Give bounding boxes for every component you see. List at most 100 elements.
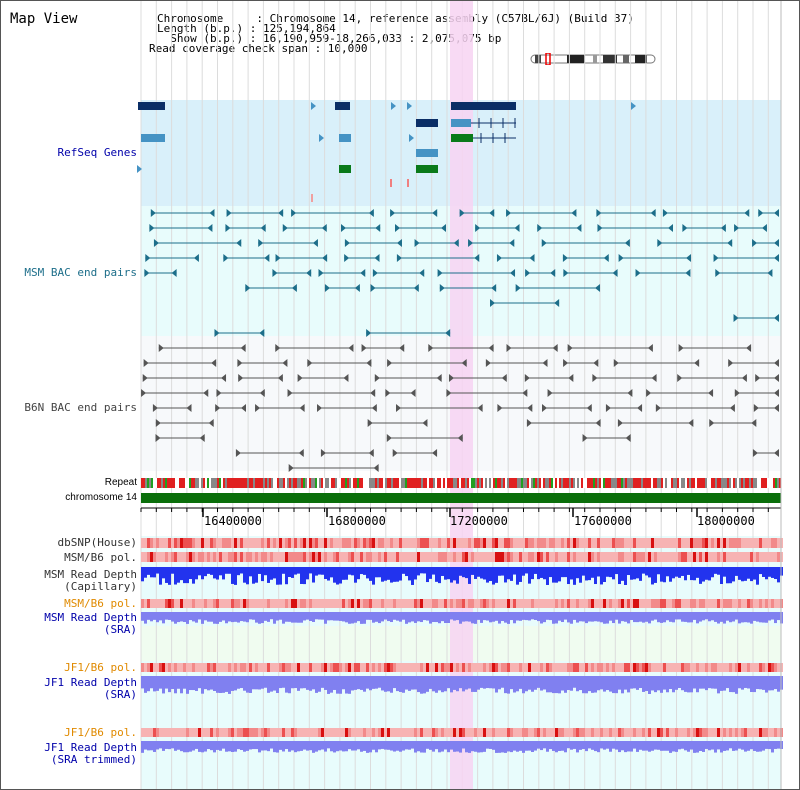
jf1-depth-sra-bar — [276, 676, 279, 694]
jf1-depth-trimmed-bar — [729, 741, 732, 749]
msm-b6-pol-sra-cell — [678, 599, 681, 608]
msm-depth-sra-bar — [366, 612, 369, 620]
jf1-depth-sra-bar — [711, 676, 714, 689]
jf1-b6-pol-cell — [342, 663, 345, 672]
jf1-depth-trimmed-bar — [375, 741, 378, 753]
msm-depth-sra-bar — [408, 612, 411, 623]
msm-b6-pol-cell — [321, 552, 324, 562]
repeat-segment — [745, 478, 747, 488]
b6n-bac-pair-end — [432, 449, 438, 457]
msm-read-depth-capillary-sub-label: (Capillary) — [64, 580, 137, 593]
b6n-bac-pair-end — [370, 389, 376, 397]
repeat-segment — [645, 478, 647, 488]
dbsnp-cell — [462, 538, 465, 548]
msm-b6-pol-cell — [276, 552, 279, 562]
repeat-segment — [233, 478, 235, 488]
repeat-segment — [301, 478, 303, 488]
msm-depth-sra-bar — [735, 612, 738, 620]
jf1-b6-pol-trimmed-cell — [534, 728, 537, 737]
jf1-depth-sra-bar — [282, 676, 285, 688]
msm-depth-capillary-bar — [330, 567, 333, 578]
b6n-bac-pair-end — [221, 374, 227, 382]
repeat-segment — [527, 478, 529, 488]
dbsnp-cell — [201, 538, 204, 548]
jf1-depth-sra-bar — [708, 676, 711, 689]
repeat-segment — [771, 478, 773, 488]
jf1-depth-trimmed-bar — [294, 741, 297, 753]
dbsnp-cell — [417, 538, 420, 548]
jf1-depth-sra-bar — [177, 676, 180, 689]
msm-b6-pol-cell — [162, 552, 165, 562]
jf1-b6-pol-cell — [171, 663, 174, 672]
repeat-segment — [601, 478, 603, 488]
repeat-segment — [163, 478, 165, 488]
repeat-segment — [499, 478, 501, 488]
jf1-b6-pol-cell — [492, 663, 495, 672]
msm-bac-pair-end — [321, 224, 327, 232]
jf1-b6-pol-trimmed-cell — [477, 728, 480, 737]
jf1-b6-pol-cell — [777, 663, 780, 672]
msm-b6-pol-cell — [648, 552, 651, 562]
jf1-b6-pol-cell — [510, 663, 513, 672]
jf1-depth-sra-bar — [162, 676, 165, 694]
jf1-depth-trimmed-bar — [534, 741, 537, 751]
msm-depth-sra-bar — [771, 612, 774, 620]
repeat-segment — [557, 478, 559, 488]
jf1-depth-trimmed-bar — [666, 741, 669, 751]
repeat-segment — [639, 478, 641, 488]
repeat-segment — [627, 478, 629, 488]
msm-depth-sra-bar — [414, 612, 417, 623]
jf1-b6-pol-trimmed-cell — [162, 728, 165, 737]
b6n-bac-pair-end — [348, 344, 354, 352]
jf1-b6-pol-trimmed-cell — [249, 728, 252, 737]
msm-b6-pol-cell — [261, 552, 264, 562]
msm-b6-pol-cell — [153, 552, 156, 562]
jf1-depth-sra-bar — [672, 676, 675, 693]
b6n-bac-pair-end — [461, 359, 467, 367]
jf1-b6-pol-cell — [633, 663, 636, 672]
dbsnp-cell — [204, 538, 207, 548]
jf1-depth-sra-bar — [339, 676, 342, 694]
repeat-segment — [343, 478, 345, 488]
repeat-segment — [739, 478, 741, 488]
msm-depth-capillary-bar — [306, 567, 309, 580]
jf1-depth-sra-bar — [522, 676, 525, 694]
dbsnp-cell — [609, 538, 612, 548]
dbsnp-cell — [651, 538, 654, 548]
msm-depth-capillary-bar — [651, 567, 654, 585]
dbsnp-cell — [567, 538, 570, 548]
jf1-b6-pol-cell — [768, 663, 771, 672]
b6n-bac-pair-end — [320, 449, 326, 457]
msm-b6-pol-cell — [537, 552, 540, 562]
jf1-depth-sra-bar — [336, 676, 339, 694]
msm-depth-sra-bar — [300, 612, 303, 623]
msm-bac-pair-end — [395, 224, 401, 232]
msm-bac-pair-end — [761, 224, 767, 232]
repeat-segment — [295, 478, 297, 488]
chromosome-ideogram[interactable] — [529, 53, 659, 65]
jf1-b6-pol-cell — [315, 663, 318, 672]
msm-b6-pol-cell — [336, 552, 339, 562]
jf1-b6-pol-trimmed-cell — [522, 728, 525, 737]
msm-bac-pair-end — [341, 224, 347, 232]
msm-b6-pol-sra-cell — [618, 599, 621, 608]
repeat-segment — [613, 478, 615, 488]
repeat-segment — [655, 478, 657, 488]
jf1-depth-sra-bar — [255, 676, 258, 690]
jf1-b6-pol-trimmed-cell — [234, 728, 237, 737]
msm-bac-pair-end — [214, 329, 220, 337]
jf1-depth-sra-bar — [288, 676, 291, 694]
jf1-b6-pol-cell — [294, 663, 297, 672]
msm-b6-pol-sra-cell — [246, 599, 249, 608]
jf1-b6-pol-cell — [384, 663, 387, 672]
msm-b6-pol-cell — [324, 552, 327, 562]
dbsnp-cell — [543, 538, 546, 548]
dbsnp-cell — [486, 538, 489, 548]
repeat-segment — [509, 478, 511, 488]
jf1-depth-trimmed-bar — [291, 741, 294, 751]
repeat-segment — [341, 478, 343, 488]
msm-depth-sra-bar — [720, 612, 723, 622]
jf1-depth-trimmed-bar — [618, 741, 621, 753]
dbsnp-cell — [300, 538, 303, 548]
